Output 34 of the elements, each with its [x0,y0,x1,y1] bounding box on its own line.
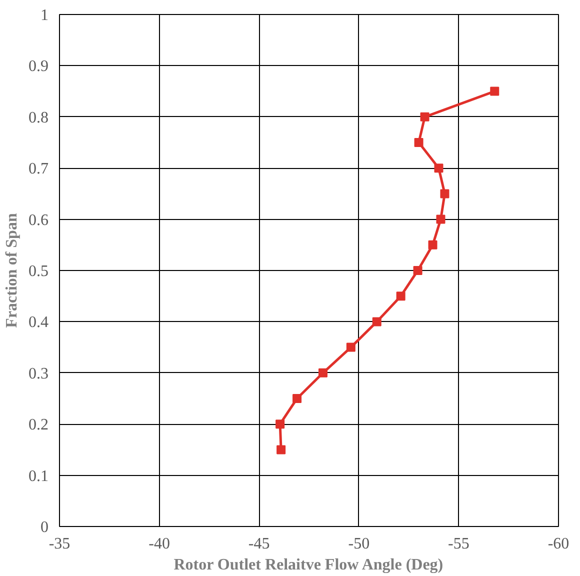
y-tick-label: 0.9 [28,58,48,76]
y-tick-label: 0.3 [28,365,48,382]
point [414,138,424,147]
point [292,394,302,403]
y-tick-label: 0.6 [28,212,48,229]
y-tick-label: 0 [40,519,48,536]
y-tick-label: 1 [40,7,48,24]
point [420,112,430,122]
point [372,317,382,326]
point [276,420,285,429]
y-tick-label: 0.4 [28,314,48,332]
x-tick-label: -55 [448,536,470,552]
point [413,266,422,275]
x-tick-label: -60 [548,536,570,552]
x-axis-title: Rotor Outlet Relaitve Flow Angle (Deg) [174,556,444,574]
point [440,189,450,198]
y-tick-label: 0.5 [28,263,48,280]
point [428,240,438,250]
point [276,445,286,454]
point [346,342,356,352]
point [490,86,500,96]
y-tick-label: 0.8 [28,109,48,126]
x-tick-label: -35 [48,536,70,552]
point [396,292,406,301]
y-tick-label: 0.2 [28,416,48,434]
y-axis-title: Fraction of Span [4,213,20,328]
y-tick-label: 0.7 [28,160,48,178]
y-tick-label: 0.1 [28,468,48,485]
x-tick-label: -40 [148,536,170,552]
x-tick-label: -50 [348,536,370,552]
point [436,214,446,224]
x-tick-label: -45 [248,536,270,552]
point [318,368,328,378]
point [434,164,444,173]
